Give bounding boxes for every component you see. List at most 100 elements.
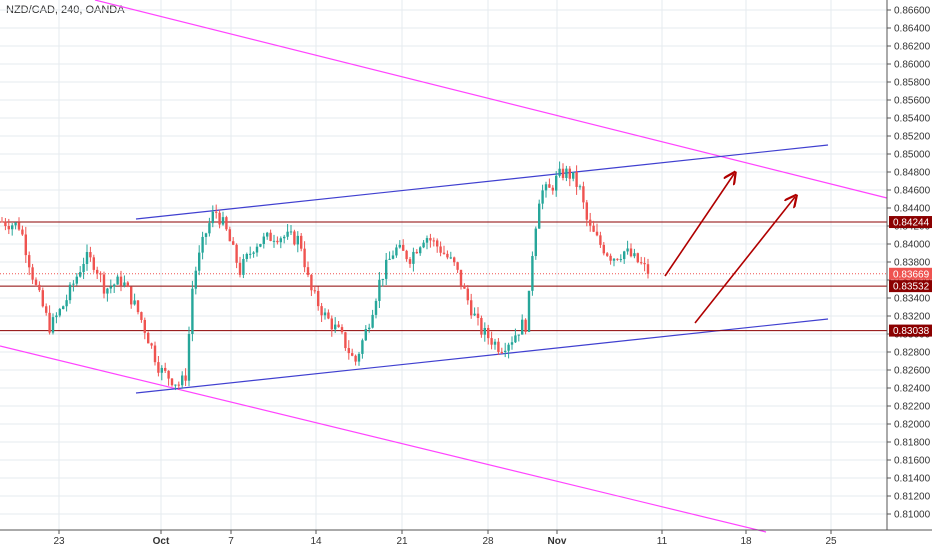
candle-body [323,312,327,316]
candle-body [354,355,357,362]
candle-body [534,228,537,257]
candle-body [388,258,391,260]
candle-body [55,315,58,318]
candle-body [412,251,415,264]
candle-body [242,259,245,275]
time-tick-label: 14 [310,536,322,547]
candle-body [327,312,330,319]
candle-body [303,248,306,268]
price-tick-label: 0.83200 [894,312,931,323]
price-tick-label: 0.81600 [894,456,931,467]
candle-body [215,211,218,213]
candle-body [157,362,160,373]
candle-body [58,309,61,316]
candle-body [555,175,558,191]
candle-body [524,319,527,332]
candle-body [589,219,592,226]
candle-body [633,253,636,257]
candle-body [582,186,585,203]
candle-body [208,223,211,234]
price-tick-label: 0.81800 [894,438,931,449]
candle-body [313,290,316,292]
candle-body [245,254,248,260]
candle-body [347,348,350,354]
time-tick-label: 11 [657,536,668,547]
candle-body [279,238,282,243]
price-tick-label: 0.82800 [894,348,931,359]
candle-body [181,375,184,386]
candle-body [272,240,276,242]
candle-body [92,257,95,270]
price-tick-label: 0.85200 [894,132,931,143]
candle-body [405,250,408,260]
candle-body [276,240,279,243]
candle-body [184,375,187,381]
candle-body [65,300,68,307]
candle-body [300,235,303,249]
candle-body [436,240,439,247]
candle-body [85,252,89,264]
projection-arrow-2 [694,197,795,324]
candle-body [595,231,599,236]
price-tick-label: 0.86200 [894,42,931,53]
candle-body [269,232,272,241]
time-tick-label: 25 [825,536,837,547]
candle-body [500,351,503,353]
price-tick-label: 0.84000 [894,240,931,251]
candle-body [371,314,374,328]
price-tick-label: 0.82000 [894,420,931,431]
candle-body [456,262,459,270]
candle-body [442,252,446,254]
candle-body [340,327,344,333]
candle-body [28,255,31,268]
candle-body [636,253,639,263]
candle-body [41,290,44,307]
candle-body [364,329,367,341]
candle-body [337,324,340,328]
candle-body [38,284,41,291]
candle-body [96,269,99,274]
price-tick-label: 0.83400 [894,294,931,305]
candle-body [646,264,650,274]
candle-body [126,282,129,287]
price-tick-label: 0.84800 [894,168,931,179]
candle-body [619,259,622,261]
candle-body [177,384,180,386]
price-tick-label: 0.84600 [894,186,931,197]
candle-body [48,312,51,333]
candle-body [218,212,221,225]
candle-body [249,253,252,255]
candle-body [429,238,432,241]
candle-body [415,251,418,254]
price-tick-label: 0.86400 [894,24,931,35]
price-label-box [889,216,932,229]
candle-body [408,259,412,264]
candle-body [75,276,78,284]
candle-body [143,319,146,333]
candle-body [473,313,476,316]
price-tick-label: 0.84400 [894,204,931,215]
candle-body [439,246,442,253]
candle-body [432,240,435,242]
candle-body [476,313,480,318]
candle-body [470,300,473,316]
candle-body [538,203,541,229]
candle-body [119,276,123,286]
candle-body [167,370,170,379]
candle-body [34,279,38,285]
candle-body [21,229,24,235]
candle-body [459,269,463,286]
candle-body [357,353,361,362]
candle-body [517,334,520,336]
price-tick-label: 0.82400 [894,384,931,395]
candle-body [191,288,194,335]
candle-body [425,238,429,243]
candle-body [113,284,116,287]
candle-body [493,341,497,345]
candle-body [504,350,507,353]
time-tick-label: 7 [228,536,234,547]
price-label-box [889,280,932,293]
candle-body [558,168,561,176]
price-tick-label: 0.85000 [894,150,931,161]
